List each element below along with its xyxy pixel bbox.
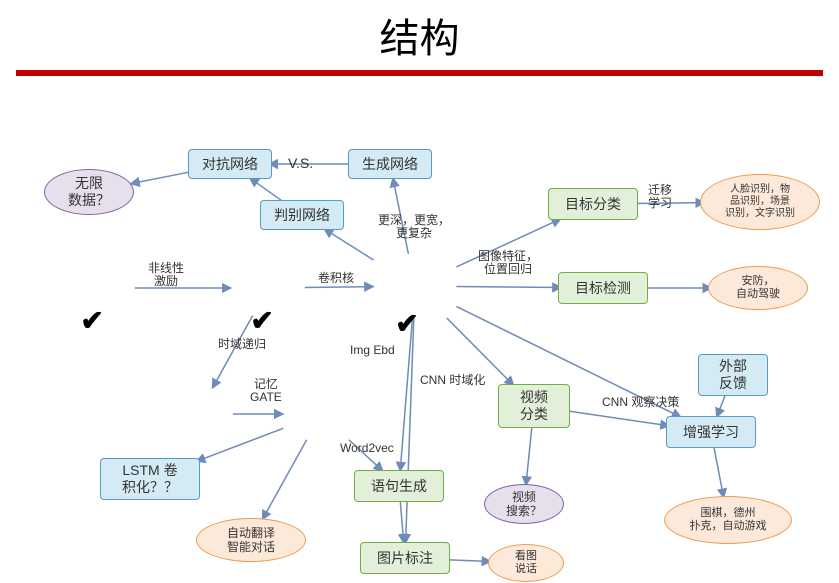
- edge-label: 记忆 GATE: [250, 378, 282, 404]
- node-n_mubiao_jiance: 目标检测: [558, 272, 648, 304]
- edge-label: 图像特征， 位置回归: [478, 250, 538, 276]
- node-n_lstmjuan: LSTM 卷 积化？？: [100, 458, 200, 500]
- edge-label: 卷积核: [318, 272, 354, 285]
- node-label: CNN: [398, 276, 433, 295]
- edge: [567, 411, 669, 426]
- edge-label: 更深，更宽， 更复杂: [378, 214, 450, 240]
- edge: [456, 286, 561, 287]
- checkmark-icon: ✔: [80, 304, 103, 337]
- edge: [130, 172, 191, 184]
- node-label: 判别网络: [274, 207, 330, 224]
- node-n_kantu: 看图 说话: [488, 544, 564, 582]
- edge: [249, 178, 282, 201]
- edge: [400, 501, 404, 544]
- node-label: 增强学习: [683, 424, 739, 441]
- edge: [406, 318, 414, 543]
- node-label: RNN: [181, 404, 216, 423]
- edge: [262, 440, 306, 520]
- node-n_waibu: 外部 反馈: [698, 354, 768, 396]
- node-n_zidong: 自动翻译 智能对话: [196, 518, 306, 562]
- edge-label: Img Ebd: [350, 344, 395, 357]
- diagram-canvas: 无限 数据？对抗网络生成网络判别网络线性 回归✔神经 网络✔CNN✔目标分类目标…: [0, 76, 839, 583]
- edge: [324, 229, 374, 260]
- edge: [717, 394, 726, 417]
- edge-label: CNN 观察决策: [602, 396, 679, 409]
- node-label: 目标检测: [575, 280, 631, 297]
- edge-label: 非线性 激励: [148, 262, 184, 288]
- node-label: 外部 反馈: [719, 358, 747, 392]
- checkmark-icon: ✔: [395, 307, 418, 340]
- node-label: LSTM 卷 积化？？: [122, 462, 178, 496]
- edge: [714, 447, 724, 498]
- edge-label: V.S.: [288, 156, 313, 171]
- node-label: 图片标注: [377, 550, 433, 567]
- node-label: 目标分类: [565, 196, 621, 213]
- node-label: 对抗网络: [202, 156, 258, 173]
- node-n_shipin_sousuo: 视频 搜索？: [484, 484, 564, 524]
- node-n_rnn: RNN: [160, 386, 236, 442]
- page-title: 结构: [0, 0, 839, 64]
- node-n_mubiao_fenlei: 目标分类: [548, 188, 638, 220]
- node-n_wuxian: 无限 数据？: [44, 169, 134, 215]
- node-label: 语句生成: [371, 478, 427, 495]
- edge: [212, 316, 252, 389]
- edge-label: Word2vec: [340, 442, 394, 455]
- node-n_weiqi: 围棋，德州 扑克，自动游戏: [664, 496, 792, 544]
- node-label: 围棋，德州 扑克，自动游戏: [690, 507, 767, 533]
- node-n_yuju: 语句生成: [354, 470, 444, 502]
- node-n_duikang: 对抗网络: [188, 149, 272, 179]
- edge-label: 时域递归: [218, 338, 266, 351]
- edge: [400, 318, 412, 471]
- node-n_renlian: 人脸识别，物 品识别，场景 识别，文字识别: [700, 174, 820, 230]
- edge-label: CNN 时域化: [420, 374, 485, 387]
- edge: [446, 560, 491, 562]
- checkmark-icon: ✔: [250, 304, 273, 337]
- edge: [526, 426, 532, 485]
- node-label: 看图 说话: [515, 550, 537, 576]
- node-label: 神经 网络: [252, 269, 284, 307]
- node-label: 安防， 自动驾驶: [736, 275, 780, 301]
- node-label: 视频 搜索？: [506, 490, 542, 519]
- node-n_zengqiang: 增强学习: [666, 416, 756, 448]
- node-label: LSTM: [300, 404, 343, 423]
- node-label: 生成网络: [362, 156, 418, 173]
- node-n_tupian: 图片标注: [360, 542, 450, 574]
- node-n_shipin_fenlei: 视频 分类: [498, 384, 570, 428]
- node-n_shengcheng: 生成网络: [348, 149, 432, 179]
- node-label: 视频 分类: [520, 389, 548, 423]
- node-label: 自动翻译 智能对话: [227, 526, 275, 555]
- node-label: 人脸识别，物 品识别，场景 识别，文字识别: [725, 184, 795, 220]
- edge-label: 迁移 学习: [648, 184, 672, 210]
- node-n_lstm: LSTM: [280, 386, 362, 442]
- node-label: 无限 数据？: [68, 175, 110, 209]
- node-n_panbie: 判别网络: [260, 200, 344, 230]
- node-label: 线性 回归: [82, 269, 114, 307]
- node-n_anfang: 安防， 自动驾驶: [708, 266, 808, 310]
- edge: [305, 287, 374, 288]
